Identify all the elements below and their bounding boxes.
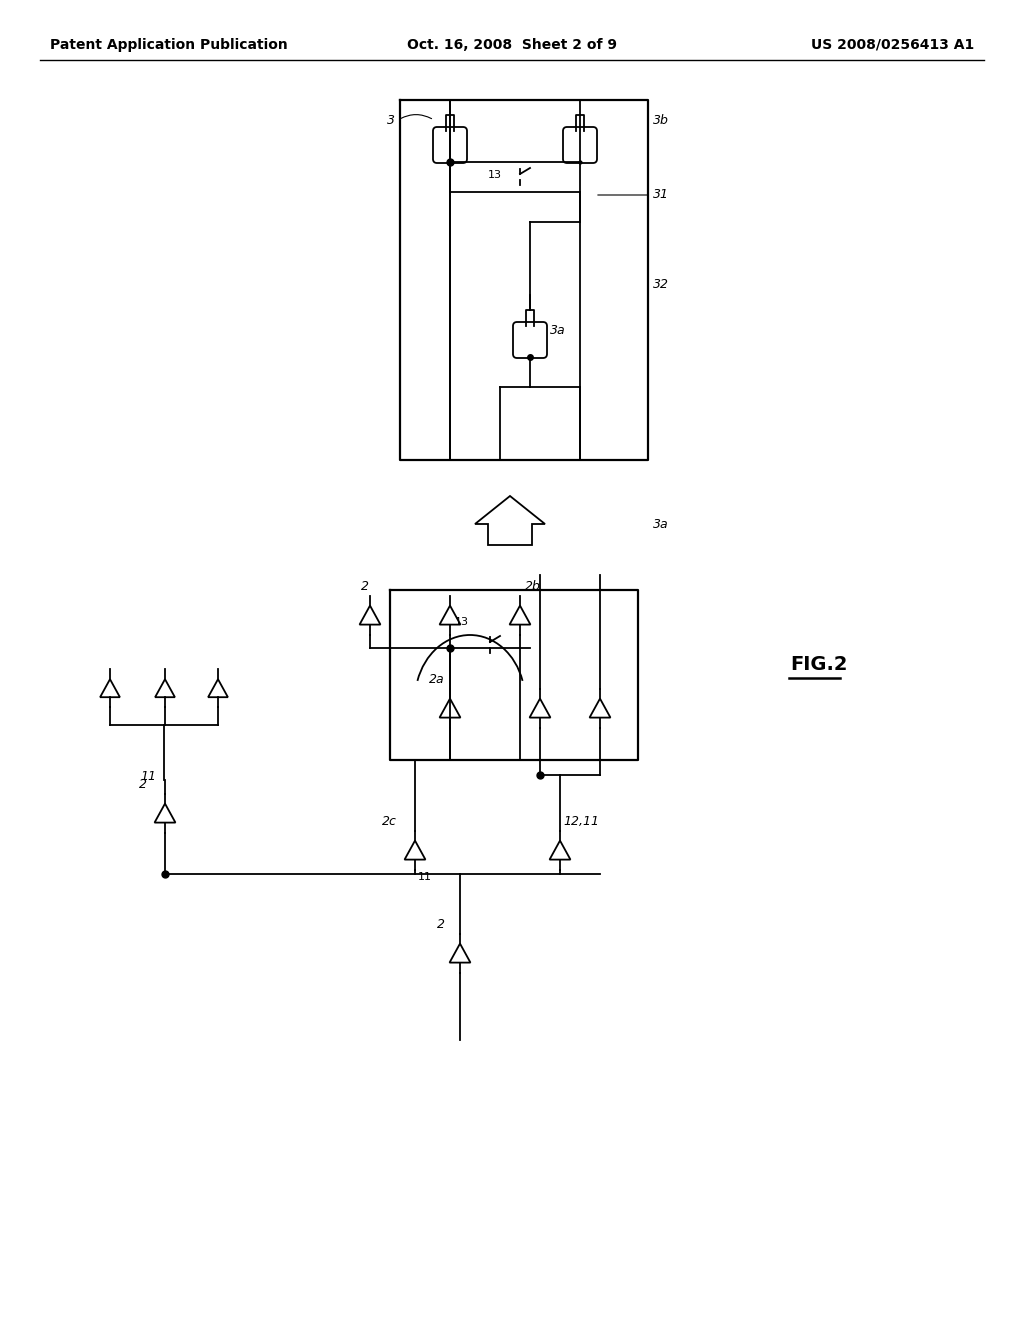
Polygon shape bbox=[475, 496, 545, 545]
Text: Patent Application Publication: Patent Application Publication bbox=[50, 38, 288, 51]
Text: 13: 13 bbox=[455, 616, 469, 627]
Text: 2b: 2b bbox=[525, 579, 541, 593]
Text: 13: 13 bbox=[488, 170, 502, 180]
Text: 2: 2 bbox=[437, 917, 445, 931]
Text: 32: 32 bbox=[653, 279, 669, 292]
Text: 2c: 2c bbox=[382, 814, 397, 828]
Text: 12,11: 12,11 bbox=[563, 814, 599, 828]
Text: 11: 11 bbox=[418, 871, 432, 882]
Text: 3a: 3a bbox=[550, 323, 565, 337]
Text: 3b: 3b bbox=[653, 114, 669, 127]
Text: 2: 2 bbox=[361, 579, 369, 593]
Text: 3a: 3a bbox=[653, 519, 669, 532]
Text: 11: 11 bbox=[140, 770, 156, 783]
Text: US 2008/0256413 A1: US 2008/0256413 A1 bbox=[811, 38, 974, 51]
Text: 31: 31 bbox=[653, 189, 669, 202]
Text: 2a: 2a bbox=[429, 673, 445, 685]
Text: 3: 3 bbox=[387, 114, 395, 127]
Text: FIG.2: FIG.2 bbox=[790, 656, 848, 675]
Text: Oct. 16, 2008  Sheet 2 of 9: Oct. 16, 2008 Sheet 2 of 9 bbox=[407, 38, 617, 51]
Text: 2: 2 bbox=[139, 777, 147, 791]
